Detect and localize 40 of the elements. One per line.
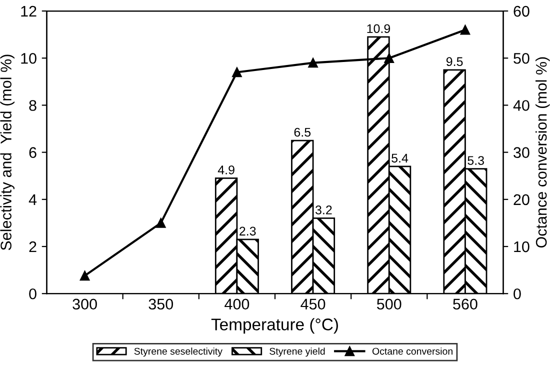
y-tick-label: 10	[21, 52, 36, 64]
y2-tick-label: 30	[514, 147, 530, 158]
data-label: 5.4	[392, 154, 408, 163]
y-axis-title: Selectivity and Yield (mol %)	[0, 54, 14, 250]
point	[308, 58, 318, 68]
y-tick-label: 0	[29, 288, 36, 300]
y2-tick-label: 20	[514, 194, 530, 206]
y-tick-label: 2	[29, 241, 36, 252]
data-label: 9.5	[446, 57, 463, 66]
point	[384, 53, 394, 63]
x-tick-label: 300	[72, 298, 97, 310]
y-tick-label: 8	[29, 100, 36, 111]
y2-tick-label: 50	[514, 52, 530, 64]
data-label: 6.5	[294, 128, 311, 137]
y2-tick-label: 0	[514, 288, 521, 300]
point	[460, 24, 470, 35]
legend-label: Octane conversion	[372, 348, 452, 355]
data-label: 4.9	[218, 166, 234, 174]
y2-tick-label: 40	[513, 100, 530, 111]
point	[232, 67, 242, 78]
legend-label: Styrene seselectivity	[134, 348, 222, 357]
data-label: 2.3	[240, 226, 256, 236]
y2-tick-label: 60	[514, 6, 530, 17]
data-label: 10.9	[367, 24, 390, 34]
x-tick-label: 400	[224, 298, 250, 310]
x-tick-label: 500	[376, 298, 402, 310]
x-tick-label: 350	[148, 298, 174, 310]
legend-label: Styrene yield	[270, 348, 325, 357]
point	[80, 270, 90, 281]
data-label: 3.2	[315, 206, 332, 214]
y-tick-label: 4	[28, 194, 37, 205]
x-tick-label: 560	[453, 298, 478, 310]
y-tick-label: 6	[29, 147, 36, 158]
point	[156, 218, 166, 228]
x-tick-label: 450	[300, 298, 326, 310]
y2-tick-label: 10	[514, 241, 530, 252]
y2-axis-title: Octance conversion (mol %)	[536, 57, 550, 248]
data-label: 5.3	[468, 156, 484, 165]
y-tick-label: 12	[21, 6, 36, 17]
x-axis-title: Temperature (°C)	[211, 318, 338, 334]
